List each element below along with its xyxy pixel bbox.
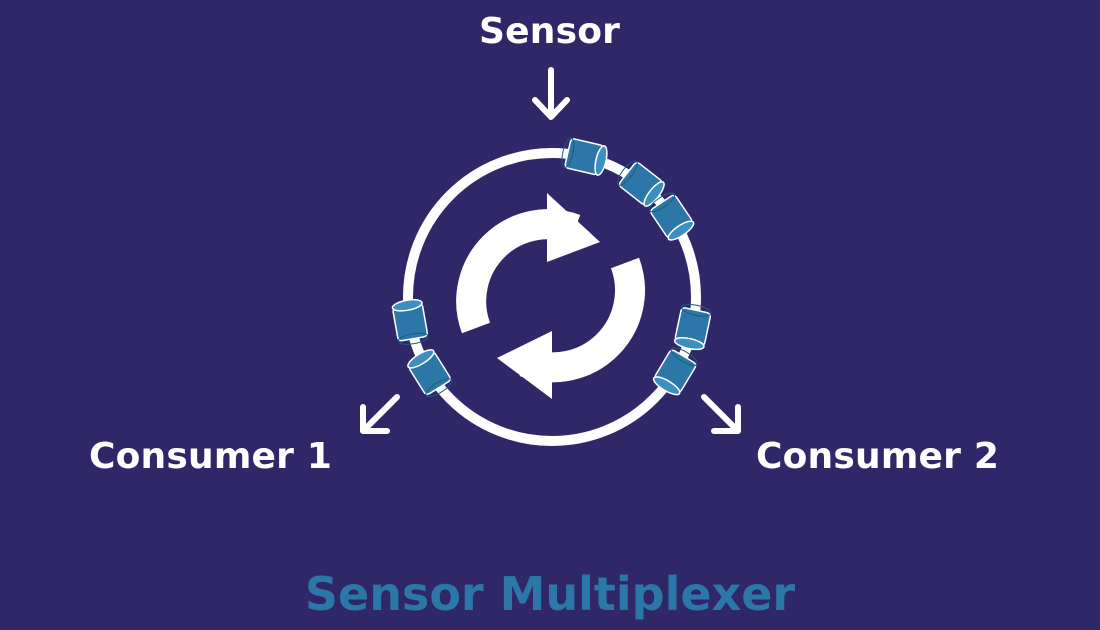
arrow-down-icon xyxy=(532,67,570,120)
buffer-item-icon xyxy=(652,347,698,396)
buffer-item-icon xyxy=(648,192,695,241)
consumer-2-label: Consumer 2 xyxy=(756,436,1000,477)
diagram-title: Sensor Multiplexer xyxy=(304,567,796,621)
consumer-1-label: Consumer 1 xyxy=(89,436,333,477)
ring-buffer-circle xyxy=(403,148,701,446)
sensor-label: Sensor xyxy=(479,11,621,52)
arrow-down-left-icon xyxy=(360,394,400,434)
buffer-item-icon xyxy=(673,304,712,351)
buffer-item-icon xyxy=(561,137,608,176)
buffer-item-icon xyxy=(407,349,453,398)
buffer-items xyxy=(391,137,712,398)
buffer-item-icon xyxy=(616,160,665,207)
refresh-cycle-icon xyxy=(456,193,645,399)
buffer-item-icon xyxy=(391,298,429,345)
arrow-down-right-icon xyxy=(701,394,741,434)
